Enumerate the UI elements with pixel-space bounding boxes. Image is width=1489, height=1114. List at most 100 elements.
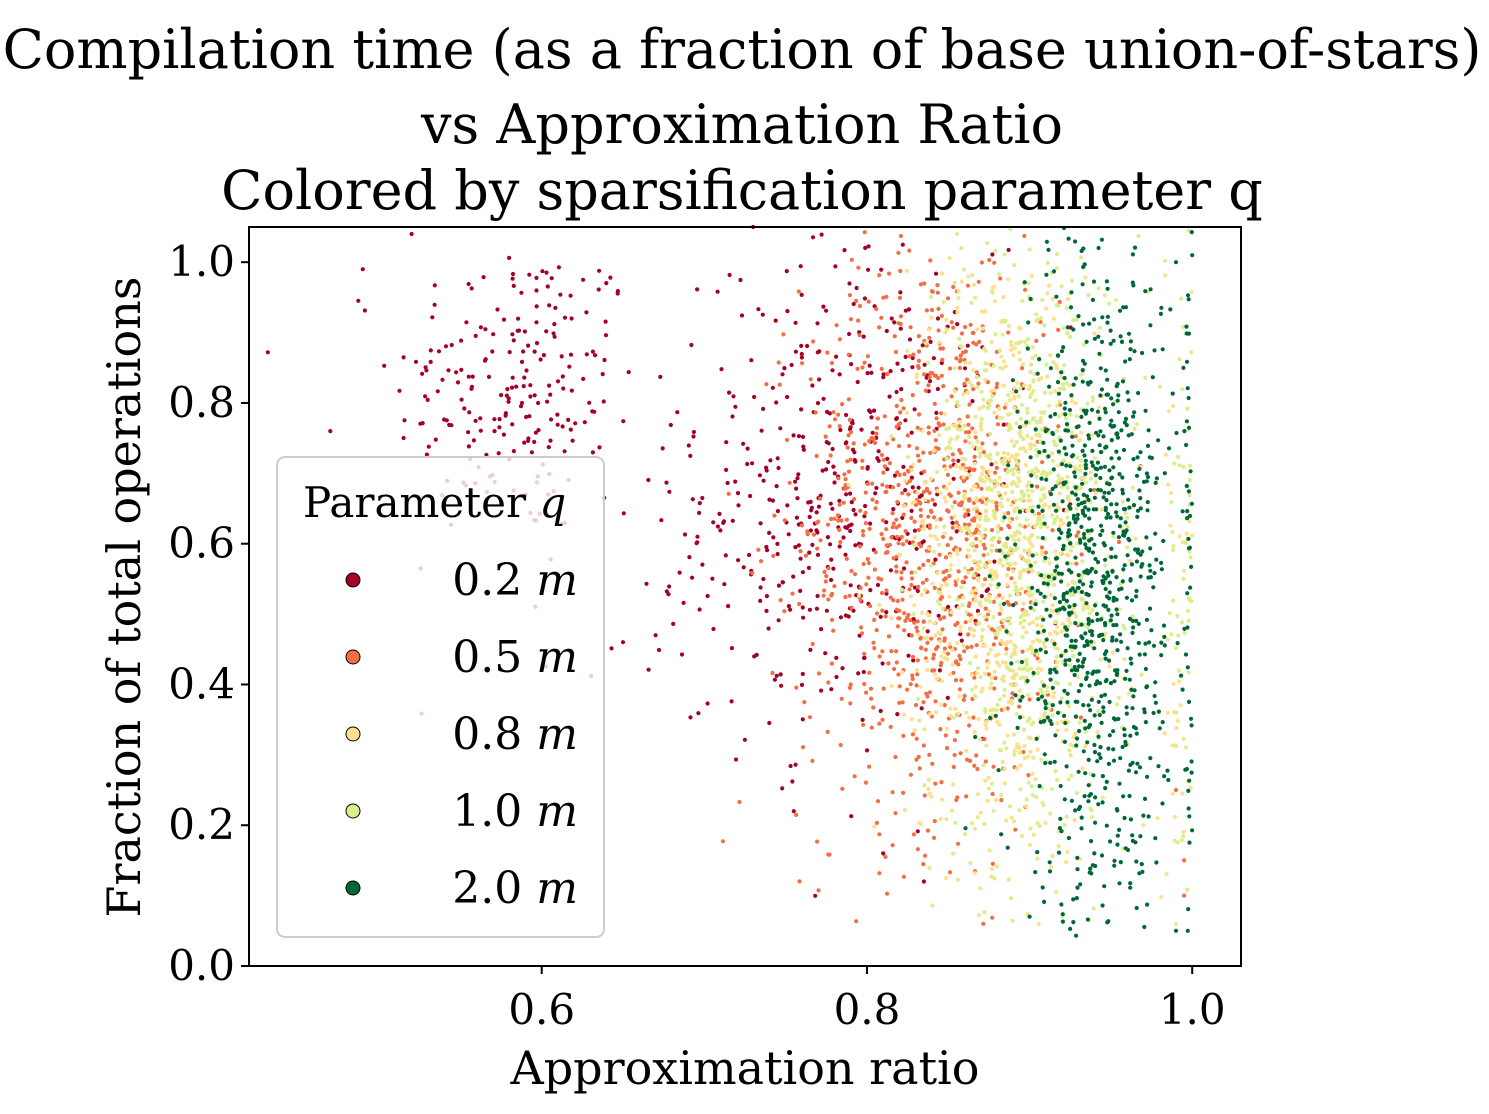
data-point-q-0-2: [831, 566, 836, 571]
data-point-q-0-5: [978, 498, 983, 503]
data-point-q-1-0: [935, 599, 940, 604]
data-point-q-0-5: [1035, 691, 1040, 696]
data-point-q-0-2: [764, 544, 769, 550]
data-point-q-2-0: [1132, 688, 1137, 693]
data-point-q-1-0: [1025, 483, 1030, 488]
y-tick-label: 0.4: [168, 659, 235, 708]
data-point-q-0-8: [1012, 676, 1017, 681]
data-point-q-0-2: [775, 551, 780, 557]
data-point-q-1-0: [1133, 536, 1138, 541]
data-point-q-2-0: [1072, 645, 1077, 650]
data-point-q-2-0: [1102, 464, 1107, 469]
data-point-q-0-5: [921, 562, 926, 568]
data-point-q-2-0: [1091, 507, 1096, 512]
data-point-q-0-8: [1085, 605, 1091, 611]
data-point-q-0-2: [774, 400, 779, 405]
data-point-q-0-2: [922, 362, 927, 367]
data-point-q-0-8: [978, 886, 983, 891]
data-point-q-1-0: [927, 865, 932, 871]
data-point-q-2-0: [1115, 612, 1120, 617]
data-point-q-0-8: [953, 424, 959, 429]
data-point-q-2-0: [1090, 463, 1095, 468]
data-point-q-0-2: [793, 545, 798, 550]
data-point-q-1-0: [992, 509, 997, 514]
data-point-q-1-0: [977, 454, 983, 459]
data-point-q-0-5: [847, 685, 853, 691]
data-point-q-1-0: [1065, 515, 1070, 520]
data-point-q-0-5: [861, 722, 866, 727]
data-point-q-2-0: [1098, 488, 1103, 493]
data-point-q-0-8: [1034, 312, 1039, 317]
data-point-q-0-8: [927, 546, 932, 551]
data-point-q-2-0: [1098, 393, 1103, 398]
data-point-q-0-5: [898, 268, 903, 274]
data-point-q-0-8: [1083, 744, 1088, 749]
data-point-q-0-8: [964, 748, 969, 753]
data-point-q-1-0: [1120, 499, 1125, 504]
data-point-q-0-8: [967, 473, 972, 478]
data-point-q-2-0: [1186, 806, 1191, 811]
data-point-q-0-8: [943, 499, 948, 504]
data-point-q-2-0: [1076, 424, 1081, 429]
data-point-q-0-2: [544, 270, 549, 275]
data-point-q-2-0: [1071, 897, 1076, 902]
data-point-q-0-2: [848, 528, 853, 534]
data-point-q-2-0: [1082, 535, 1087, 540]
data-point-q-0-8: [933, 633, 938, 638]
data-point-q-2-0: [1047, 869, 1053, 874]
data-point-q-0-8: [1009, 502, 1014, 507]
data-point-q-2-0: [1028, 296, 1033, 302]
data-point-q-0-8: [971, 282, 977, 287]
data-point-q-0-5: [891, 598, 896, 603]
data-point-q-0-2: [856, 671, 861, 676]
data-point-q-0-5: [900, 700, 905, 705]
data-point-q-0-5: [894, 424, 899, 429]
data-point-q-0-8: [969, 590, 974, 596]
data-point-q-0-5: [800, 361, 805, 366]
data-point-q-0-2: [874, 485, 879, 491]
data-point-q-0-2: [691, 434, 696, 439]
data-point-q-0-5: [940, 357, 945, 362]
data-point-q-1-0: [998, 602, 1003, 607]
data-point-q-0-5: [955, 729, 960, 734]
data-point-q-0-8: [918, 684, 923, 690]
data-point-q-0-2: [570, 438, 575, 443]
data-point-q-1-0: [1025, 410, 1030, 415]
data-point-q-0-2: [423, 394, 428, 399]
data-point-q-0-5: [915, 380, 920, 385]
data-point-q-2-0: [1054, 564, 1059, 569]
data-point-q-0-8: [1030, 355, 1035, 361]
data-point-q-1-0: [970, 273, 975, 278]
data-point-q-0-5: [957, 687, 963, 692]
data-point-q-0-8: [904, 410, 910, 415]
data-point-q-1-0: [1011, 569, 1016, 574]
data-point-q-0-8: [1009, 347, 1014, 352]
data-point-q-0-8: [1022, 744, 1027, 749]
data-point-q-0-8: [986, 786, 991, 791]
data-point-q-0-2: [819, 232, 824, 237]
data-point-q-0-8: [1029, 436, 1034, 441]
data-point-q-0-5: [945, 296, 951, 301]
data-point-q-0-8: [1181, 829, 1186, 835]
data-point-q-0-2: [546, 445, 551, 450]
data-point-q-2-0: [1035, 371, 1040, 376]
data-point-q-2-0: [1117, 781, 1122, 786]
data-point-q-2-0: [1071, 516, 1076, 521]
data-point-q-0-2: [859, 427, 864, 432]
data-point-q-0-5: [915, 658, 921, 663]
data-point-q-2-0: [1100, 528, 1105, 533]
data-point-q-0-8: [1030, 488, 1035, 494]
data-point-q-1-0: [1014, 459, 1019, 464]
data-point-q-0-5: [939, 660, 944, 666]
data-point-q-2-0: [1189, 759, 1194, 764]
data-point-q-2-0: [1041, 440, 1046, 445]
data-point-q-1-0: [1026, 281, 1031, 286]
data-point-q-0-2: [782, 366, 787, 371]
data-point-q-0-8: [1168, 523, 1173, 528]
data-point-q-2-0: [1165, 768, 1170, 773]
data-point-q-0-5: [928, 508, 934, 513]
data-point-q-2-0: [1134, 905, 1139, 911]
data-point-q-0-2: [555, 422, 560, 427]
data-point-q-2-0: [1043, 699, 1048, 704]
data-point-q-0-2: [541, 353, 547, 358]
